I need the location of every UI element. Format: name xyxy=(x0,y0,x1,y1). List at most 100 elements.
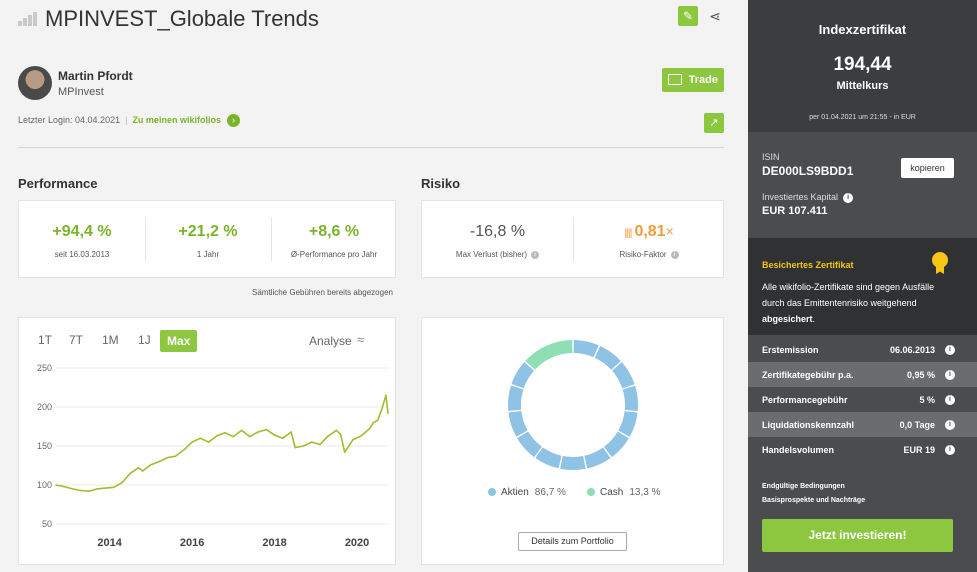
final-terms-link[interactable]: Endgültige Bedingungen xyxy=(762,483,845,490)
x-tick-label: 2016 xyxy=(180,537,204,549)
price-label: Mittelkurs xyxy=(836,80,889,92)
kpi-one-year: +21,2 % 1 Jahr xyxy=(145,201,271,279)
info-icon[interactable]: i xyxy=(945,395,955,405)
kpi-label: 1 Jahr xyxy=(196,250,220,259)
wikifolios-link[interactable]: Zu meinen wikifolios xyxy=(132,114,221,125)
data-point xyxy=(273,434,276,436)
range-1m-button[interactable]: 1M xyxy=(102,333,119,347)
analyse-button[interactable]: Analyse xyxy=(309,334,352,348)
price-value: 194,44 xyxy=(833,54,892,75)
data-point xyxy=(96,488,99,490)
pie-slice xyxy=(618,411,638,437)
portfolio-details-button[interactable]: Details zum Portfolio xyxy=(518,532,627,551)
range-1j-button[interactable]: 1J xyxy=(138,333,151,347)
last-login: Letzter Login: 04.04.2021 xyxy=(18,114,121,125)
risk-title: Risiko xyxy=(421,176,461,191)
info-icon[interactable]: i xyxy=(945,345,955,355)
info-icon[interactable]: i xyxy=(945,445,955,455)
data-point xyxy=(290,431,292,433)
range-max-button[interactable]: Max xyxy=(160,330,198,352)
pie-slice xyxy=(594,345,621,370)
price-timestamp: per 01.04.2021 um 21:55 - in EUR xyxy=(809,114,916,121)
trade-button[interactable]: Trade xyxy=(662,68,724,92)
row-key: Liquidationskennzahl xyxy=(762,420,855,430)
kpi-value: +94,4 % xyxy=(52,223,112,240)
analyse-icon[interactable]: ≈ xyxy=(357,332,365,347)
x-tick-label: 2020 xyxy=(345,537,369,549)
data-point xyxy=(360,435,362,437)
data-point xyxy=(88,490,90,493)
trade-label: Trade xyxy=(688,74,718,86)
data-point xyxy=(381,408,383,411)
sidebar-title: Indexzertifikat xyxy=(818,22,907,37)
kpi-suffix: × xyxy=(665,223,674,239)
row-key: Zertifikategebühr p.a. xyxy=(762,370,854,380)
info-icon[interactable]: i xyxy=(843,192,854,203)
data-point xyxy=(199,437,202,439)
x-tick-label: 2018 xyxy=(262,537,286,549)
pie-slice xyxy=(622,385,638,412)
data-point xyxy=(55,484,57,486)
edit-button[interactable]: ✎ xyxy=(678,6,698,26)
data-point xyxy=(141,470,144,472)
data-point xyxy=(240,429,243,432)
secured-text: Alle wikifolio-Zertifikate sind gegen Au… xyxy=(762,279,942,327)
y-tick-label: 250 xyxy=(37,363,52,373)
kpi-avg-performance: +8,6 % Ø-Performance pro Jahr xyxy=(271,201,397,279)
pie-slice xyxy=(508,410,528,437)
capital-value: EUR 107.411 xyxy=(762,205,828,217)
separator: | xyxy=(125,114,128,125)
data-point xyxy=(183,449,185,451)
data-point xyxy=(191,441,193,443)
performance-card: +94,4 % seit 16.03.2013 +21,2 % 1 Jahr +… xyxy=(18,200,396,278)
info-icon[interactable]: i xyxy=(945,370,955,380)
risk-gauge-icon: |||| xyxy=(624,228,632,239)
data-point xyxy=(104,487,107,489)
certificate-sidebar: Indexzertifikat 194,44 Mittelkurs per 01… xyxy=(748,0,977,572)
copy-isin-button[interactable]: kopieren xyxy=(901,158,954,178)
trader-company: MPInvest xyxy=(58,86,104,98)
info-icon[interactable]: i xyxy=(670,250,679,259)
x-tick-label: 2014 xyxy=(97,537,122,549)
pie-slice xyxy=(612,362,635,389)
isin-label: ISIN xyxy=(762,152,780,162)
row-key: Handelsvolumen xyxy=(762,445,835,455)
data-point xyxy=(294,446,297,449)
fee-note: Sämtliche Gebühren bereits abgezogen xyxy=(252,288,393,297)
risk-card: -16,8 % Max Verlust (bisher) i |||| 0,81× … xyxy=(421,200,724,278)
trader-name[interactable]: Martin Pfordt xyxy=(58,69,133,83)
data-point xyxy=(150,463,152,466)
prospectus-link[interactable]: Basisprospekte und Nachträge xyxy=(762,497,866,504)
range-7t-button[interactable]: 7T xyxy=(69,333,84,347)
info-row-erstemission: Erstemission 06.06.2013 i xyxy=(748,337,977,362)
data-point xyxy=(216,435,218,437)
data-point xyxy=(310,441,313,443)
info-icon[interactable]: i xyxy=(531,250,540,259)
data-point xyxy=(232,435,235,438)
price-box: Indexzertifikat 194,44 Mittelkurs per 01… xyxy=(748,0,977,132)
chart-toggle-button[interactable]: ↗ xyxy=(704,113,724,133)
secured-text-start: Alle wikifolio-Zertifikate sind gegen Au… xyxy=(762,282,935,308)
pie-slice xyxy=(525,340,573,370)
row-value: 0,95 % xyxy=(906,370,935,380)
trend-chart-icon: ↗ xyxy=(709,117,719,129)
pie-slice xyxy=(573,340,599,358)
share-icon: ⋖ xyxy=(709,8,721,24)
avatar[interactable] xyxy=(18,66,52,100)
y-tick-label: 150 xyxy=(37,441,52,451)
pie-slice xyxy=(560,455,586,470)
kpi-value: +8,6 % xyxy=(308,223,360,240)
data-point xyxy=(174,455,177,457)
range-1t-button[interactable]: 1T xyxy=(38,333,53,347)
arrow-right-icon[interactable]: › xyxy=(226,114,240,127)
kpi-label: Risiko-Faktor xyxy=(619,250,667,259)
pie-slice xyxy=(508,385,524,411)
data-point xyxy=(368,428,371,430)
invest-now-button[interactable]: Jetzt investieren! xyxy=(762,519,953,552)
medal-icon xyxy=(932,252,948,268)
data-point xyxy=(387,412,389,415)
data-point xyxy=(249,435,251,438)
kpi-max-loss: -16,8 % Max Verlust (bisher) i xyxy=(422,201,573,279)
info-icon[interactable]: i xyxy=(945,420,955,430)
share-button[interactable]: ⋖ xyxy=(706,6,724,26)
